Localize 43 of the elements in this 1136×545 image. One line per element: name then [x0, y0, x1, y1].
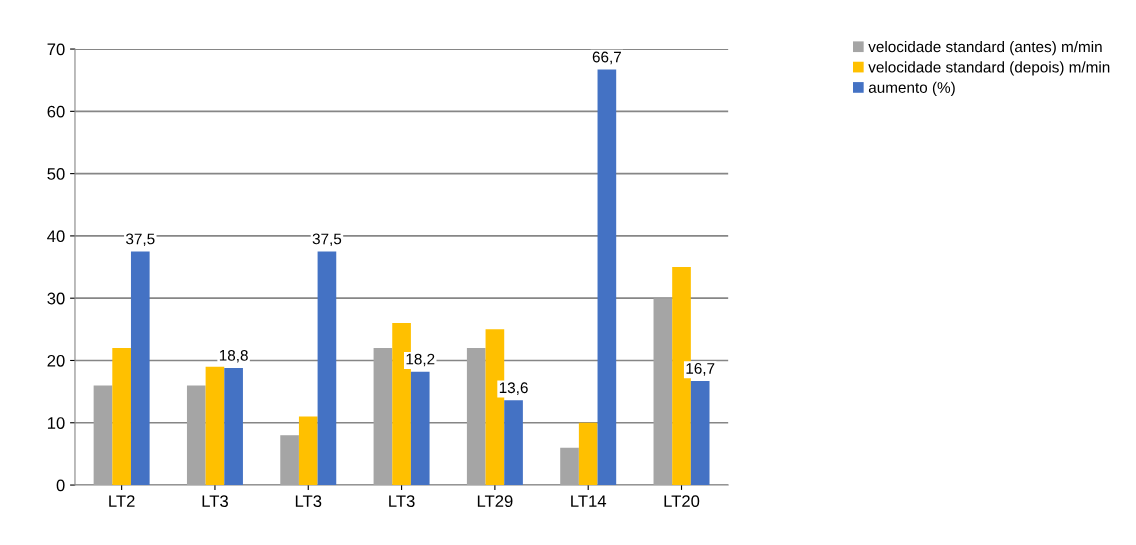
data-label: 18,2 [406, 353, 435, 367]
bar [186, 385, 206, 486]
y-tick-label: 0 [56, 479, 65, 492]
bar [280, 435, 299, 486]
data-label: 37,5 [126, 233, 155, 247]
data-label: 16,7 [686, 363, 715, 376]
x-tick-label: LT20 [664, 495, 700, 508]
y-tick-label: 70 [47, 43, 65, 56]
x-tick-label: LT2 [109, 495, 135, 507]
y-tick-label: 30 [47, 292, 65, 305]
bar [597, 69, 617, 486]
bar [298, 416, 318, 486]
bar [466, 348, 486, 486]
bar [130, 251, 150, 486]
x-tick-label: LT29 [477, 495, 513, 508]
x-tick-label: LT3 [389, 495, 415, 508]
bar [690, 381, 710, 486]
y-tick-label: 10 [47, 417, 65, 429]
y-tick-label: 20 [47, 354, 65, 367]
bar [410, 371, 430, 486]
data-label: 18,8 [219, 349, 248, 363]
x-tick-label: LT3 [295, 495, 322, 508]
bar [373, 348, 393, 486]
bar [653, 298, 673, 486]
legend-label: velocidade standard (antes) m/min [868, 41, 1102, 56]
bar [578, 422, 598, 486]
data-label: 13,6 [499, 382, 528, 395]
bar [93, 385, 113, 486]
data-label: 37,5 [312, 233, 342, 247]
bar [560, 447, 579, 486]
legend-label: velocidade standard (depois) m/min [868, 61, 1110, 76]
x-tick-label: LT14 [571, 495, 607, 507]
y-tick-label: 50 [47, 168, 65, 180]
bar [112, 348, 131, 486]
y-tick-label: 40 [47, 230, 65, 243]
bar [205, 366, 225, 486]
bar [224, 367, 243, 486]
data-label: 66,7 [592, 51, 621, 65]
x-tick-label: LT3 [202, 495, 228, 508]
bar [504, 400, 523, 486]
bar [317, 251, 337, 486]
legend-label: aumento (%) [868, 81, 955, 96]
y-tick-label: 60 [47, 105, 65, 118]
